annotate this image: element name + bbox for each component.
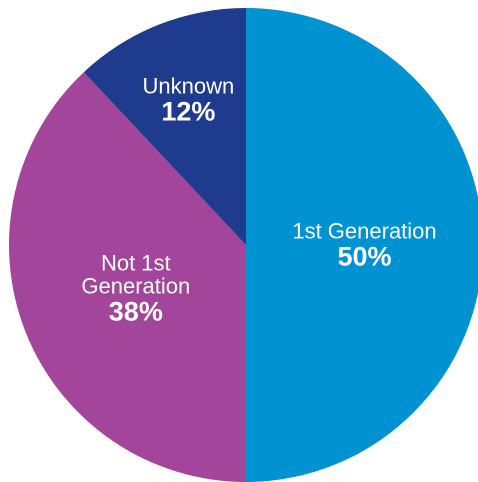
pie-slice (246, 8, 478, 482)
category-label: Not 1st Generation (81, 250, 191, 299)
slice-label: 1st Generation 50% (282, 218, 447, 272)
slice-label: Not 1st Generation 38% (53, 251, 218, 326)
category-label: 1st Generation (292, 218, 437, 244)
value-label: 38% (108, 296, 163, 327)
value-label: 50% (337, 241, 392, 272)
value-label: 12% (161, 95, 216, 126)
pie-slice (83, 8, 247, 245)
slice-label: Unknown 12% (106, 72, 271, 126)
category-label: Unknown (142, 72, 235, 98)
pie-slice (9, 72, 247, 482)
